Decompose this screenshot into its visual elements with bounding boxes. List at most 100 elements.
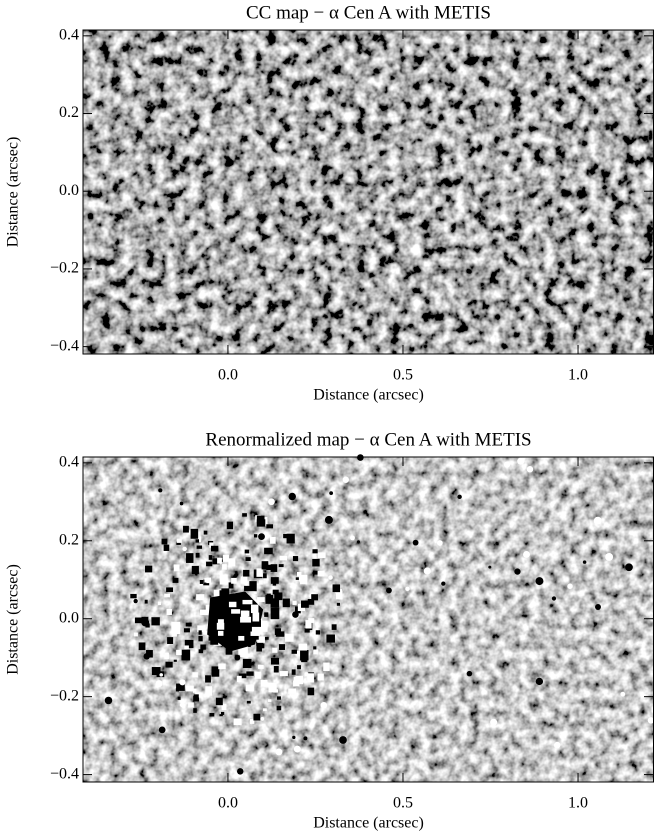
speckle xyxy=(225,647,233,655)
speckle xyxy=(264,547,273,555)
speckle xyxy=(350,535,355,541)
speckle xyxy=(186,685,194,692)
speckle xyxy=(130,593,137,599)
x-tick-label: 0.0 xyxy=(218,795,238,812)
speckle xyxy=(141,618,150,627)
x-axis-label: Distance (arcsec) xyxy=(313,815,424,832)
speckle xyxy=(181,649,191,661)
speckle xyxy=(275,748,283,756)
y-tick-label: −0.4 xyxy=(50,765,79,782)
speckle xyxy=(260,679,268,687)
speckle xyxy=(195,539,200,543)
speckle xyxy=(339,736,347,744)
speckle xyxy=(270,577,279,584)
speckle xyxy=(253,534,258,538)
core-speckle xyxy=(216,622,225,630)
speckle xyxy=(517,457,525,465)
speckle xyxy=(553,741,561,749)
speckle xyxy=(183,628,190,633)
speckle xyxy=(268,682,277,693)
speckle xyxy=(291,649,297,654)
speckle xyxy=(192,688,197,693)
speckle xyxy=(179,679,186,686)
speckle xyxy=(220,711,225,715)
speckle xyxy=(593,516,602,525)
speckle xyxy=(268,699,272,702)
speckle xyxy=(286,533,295,544)
speckle xyxy=(228,582,234,589)
speckle xyxy=(210,637,219,645)
speckle xyxy=(270,564,278,572)
speckle xyxy=(357,454,364,461)
speckle xyxy=(236,768,244,775)
speckle xyxy=(263,573,267,579)
speckle xyxy=(176,683,185,691)
speckle xyxy=(288,688,297,694)
speckle xyxy=(317,673,324,681)
speckle xyxy=(155,680,163,687)
speckle xyxy=(144,599,148,604)
speckle xyxy=(221,703,227,711)
speckle xyxy=(190,528,199,539)
speckle xyxy=(263,708,267,712)
speckle xyxy=(197,625,206,632)
speckle xyxy=(291,669,296,675)
core-speckle xyxy=(251,626,263,635)
speckle xyxy=(386,587,392,594)
speckle xyxy=(157,601,162,606)
speckle xyxy=(276,696,281,700)
speckle xyxy=(242,513,247,517)
speckle xyxy=(296,571,302,577)
speckle xyxy=(173,659,177,662)
core-speckle xyxy=(217,619,224,626)
speckle xyxy=(217,557,222,564)
speckle xyxy=(288,492,296,501)
speckle xyxy=(436,540,443,546)
speckle xyxy=(258,533,265,541)
speckle xyxy=(133,632,138,637)
speckle xyxy=(203,530,208,535)
speckle xyxy=(307,687,315,696)
speckle xyxy=(292,556,299,562)
speckle xyxy=(184,645,189,650)
speckle xyxy=(272,647,278,653)
speckle xyxy=(176,541,181,545)
speckle xyxy=(595,604,601,610)
speckle xyxy=(332,584,341,593)
speckle xyxy=(308,618,315,623)
speckle xyxy=(173,564,180,572)
speckle xyxy=(270,598,280,608)
speckle xyxy=(292,611,299,618)
speckle xyxy=(328,575,333,580)
speckle xyxy=(312,549,318,554)
speckle xyxy=(258,664,264,669)
speckle xyxy=(177,696,181,700)
speckle xyxy=(195,552,200,558)
y-tick-label: 0.2 xyxy=(59,531,79,548)
speckle xyxy=(245,684,254,692)
speckle xyxy=(216,590,226,599)
speckle xyxy=(244,585,250,592)
speckle xyxy=(159,673,164,677)
y-tick-label: −0.2 xyxy=(50,260,79,277)
speckle xyxy=(275,631,285,637)
core-speckle xyxy=(238,635,245,641)
y-tick-label: −0.2 xyxy=(50,687,79,704)
speckle xyxy=(317,552,326,559)
speckle xyxy=(249,581,257,592)
speckle xyxy=(172,577,179,583)
speckle xyxy=(535,577,544,586)
speckle xyxy=(215,697,223,706)
speckle xyxy=(240,647,248,658)
speckle xyxy=(246,700,251,704)
speckle xyxy=(243,569,250,577)
speckle xyxy=(231,577,237,584)
core-speckle xyxy=(252,612,260,622)
x-axis-label: Distance (arcsec) xyxy=(313,387,424,404)
speckle xyxy=(256,515,265,523)
y-tick-label: −0.4 xyxy=(50,337,79,354)
speckle xyxy=(143,653,150,660)
speckle xyxy=(567,583,573,589)
speckle xyxy=(171,621,181,635)
